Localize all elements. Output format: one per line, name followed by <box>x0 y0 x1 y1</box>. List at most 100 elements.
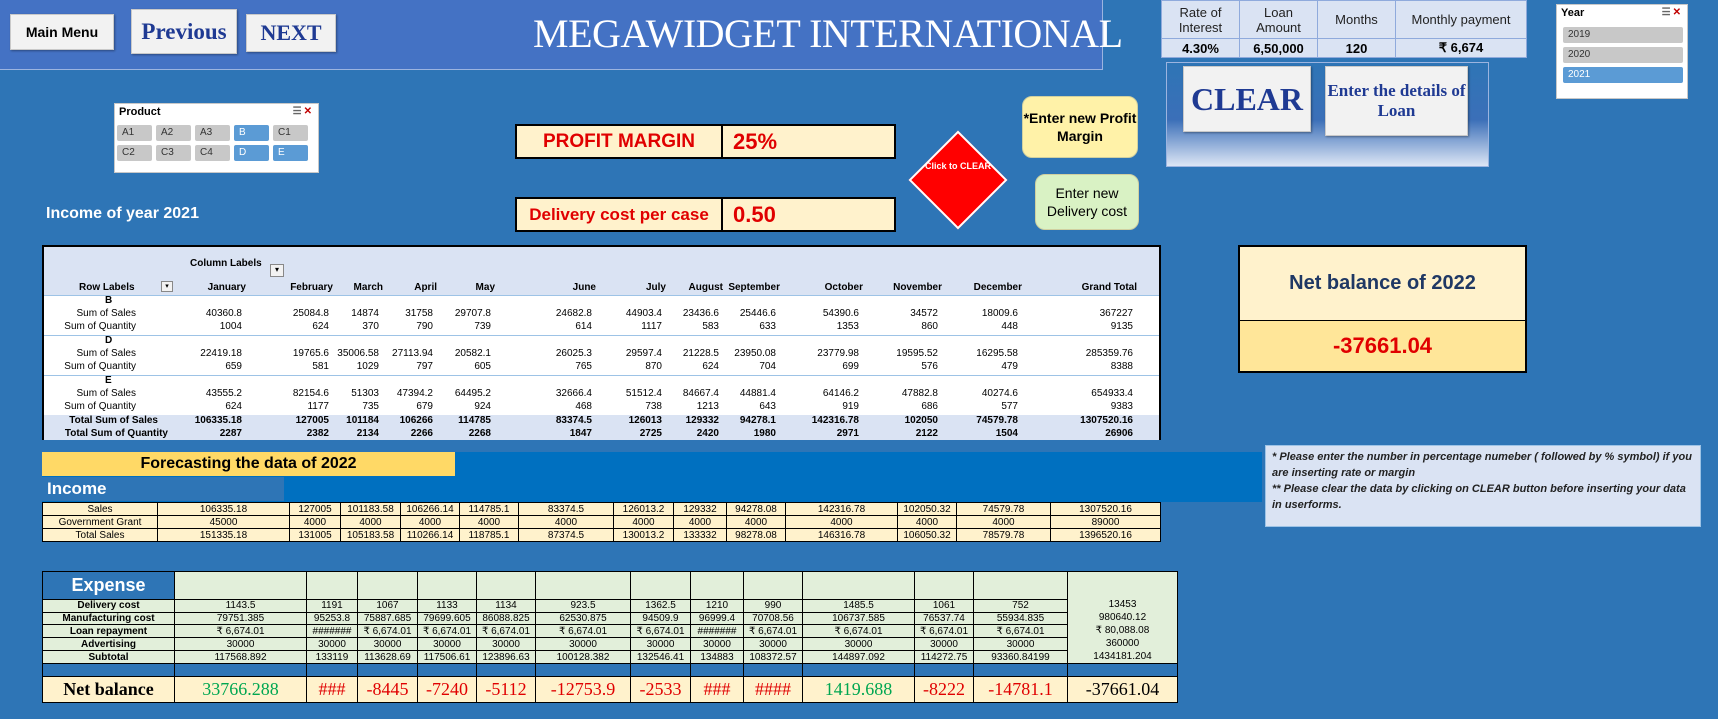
income-cell: 106266.14 <box>400 502 460 516</box>
row-label: Sum of Sales <box>76 348 136 359</box>
total-qty-cell: 2971 <box>836 428 859 439</box>
row-label: Sum of Sales <box>76 308 136 319</box>
product-chip-e[interactable]: E <box>273 145 308 161</box>
expense-cell: 30000 <box>690 637 744 652</box>
product-chip-a2[interactable]: A2 <box>156 125 191 141</box>
product-chip-c1[interactable]: C1 <box>273 125 308 141</box>
total-sales-cell: 74579.78 <box>976 415 1018 426</box>
income-cell: 106050.32 <box>897 528 957 542</box>
product-chip-d[interactable]: D <box>234 145 269 161</box>
income-cell: 45000 <box>157 515 290 529</box>
net-balance-cell: -5112 <box>476 676 536 703</box>
product-chip-c4[interactable]: C4 <box>195 145 230 161</box>
enter-profit-margin-button[interactable]: *Enter new Profit Margin <box>1022 96 1138 158</box>
total-sales-cell: 106335.18 <box>194 415 242 426</box>
qty-cell: 765 <box>575 361 592 372</box>
month-header: August <box>688 282 723 293</box>
expense-cell: 1067 <box>357 598 418 613</box>
sales-cell: 35006.58 <box>337 348 379 359</box>
sales-cell: 22419.18 <box>200 348 242 359</box>
expense-cell: 1061 <box>914 598 974 613</box>
expense-cell: 133119 <box>306 650 358 664</box>
income-cell: 118785.1 <box>459 528 519 542</box>
qty-cell: 581 <box>312 361 329 372</box>
enter-delivery-cost-button[interactable]: Enter new Delivery cost <box>1035 174 1139 230</box>
month-header: January <box>207 282 246 293</box>
year-chip-2020[interactable]: 2020 <box>1563 47 1683 63</box>
expense-cell: 132546.41 <box>630 650 691 664</box>
row-label: Sum of Quantity <box>64 361 136 372</box>
income-cell: 4000 <box>289 515 341 529</box>
income-table: Sales 106335.18 127005 101183.58 106266.14 11… <box>42 502 1161 542</box>
product-chip-a3[interactable]: A3 <box>195 125 230 141</box>
row-separator <box>44 295 1159 296</box>
click-to-clear-diamond[interactable] <box>908 130 1008 230</box>
total-sales-cell: 101184 <box>346 415 379 426</box>
profit-margin-value: 25% <box>723 124 896 159</box>
expense-cell: 923.5 <box>535 598 631 613</box>
column-filter-dropdown-icon[interactable]: ▾ <box>270 264 284 277</box>
net-balance-title: Net balance of 2022 <box>1240 247 1525 321</box>
spacer-row <box>42 663 1178 677</box>
year-chip-2019[interactable]: 2019 <box>1563 27 1683 43</box>
instruction-note: * Please enter the number in percentage … <box>1265 445 1701 527</box>
enter-loan-details-button[interactable]: Enter the details of Loan <box>1325 66 1468 136</box>
income-cell: 106335.18 <box>157 502 290 516</box>
sales-cell: 26025.3 <box>555 348 592 359</box>
income-cell: 110266.14 <box>400 528 460 542</box>
sales-cell: 34572 <box>910 308 938 319</box>
total-qty-cell: 2287 <box>219 428 242 439</box>
blank-cell <box>914 571 974 600</box>
sales-cell: 44903.4 <box>625 308 662 319</box>
sales-cell: 54390.6 <box>822 308 859 319</box>
next-button[interactable]: NEXT <box>246 14 336 52</box>
month-header: June <box>572 282 596 293</box>
row-separator <box>44 375 1159 376</box>
clear-filter-icon[interactable]: ✕ <box>303 106 314 117</box>
net-balance-cell: -2533 <box>630 676 691 703</box>
sales-cell: 19595.52 <box>896 348 938 359</box>
income-cell: 126013.2 <box>613 502 674 516</box>
income-cell: 129332 <box>673 502 727 516</box>
clear-filter-icon[interactable]: ✕ <box>1672 7 1683 18</box>
qty-cell: 624 <box>225 401 242 412</box>
clear-button[interactable]: CLEAR <box>1183 66 1311 132</box>
expense-cell: 79699.605 <box>417 611 477 626</box>
total-qty-cell: 2122 <box>915 428 938 439</box>
income-cell: 98278.08 <box>726 528 786 542</box>
expense-cell: 30000 <box>476 637 536 652</box>
month-header: September <box>728 282 780 293</box>
expense-cell: 1362.5 <box>630 598 691 613</box>
expense-cell: 30000 <box>973 637 1068 652</box>
expense-cell: ₹ 6,674.01 <box>174 624 307 639</box>
product-chip-a1[interactable]: A1 <box>117 125 152 141</box>
product-chip-c2[interactable]: C2 <box>117 145 152 161</box>
expense-cell: 1191 <box>306 598 358 613</box>
click-to-clear-label[interactable]: Click to CLEAR <box>924 161 991 171</box>
row-label: Sum of Quantity <box>64 321 136 332</box>
row-filter-icon[interactable]: ▾ <box>161 281 173 292</box>
blank-cell <box>690 571 744 600</box>
expense-cell: 1143.5 <box>174 598 307 613</box>
total-sales-cell: 83374.5 <box>555 415 592 426</box>
sales-cell: 285359.76 <box>1085 348 1133 359</box>
income-cell: 101183.58 <box>340 502 401 516</box>
net-balance-cell: -37661.04 <box>1067 676 1178 703</box>
main-menu-button[interactable]: Main Menu <box>10 14 114 50</box>
product-chip-b[interactable]: B <box>234 125 269 141</box>
income-cell: 146316.78 <box>785 528 898 542</box>
expense-row: Loan repayment ₹ 6,674.01 ####### ₹ 6,674.0… <box>42 624 1178 639</box>
multi-select-icon[interactable]: ☰ <box>292 106 304 117</box>
income-cell: 4000 <box>956 515 1051 529</box>
total-qty-cell: 1847 <box>569 428 592 439</box>
month-header: November <box>893 282 942 293</box>
pivot-table: Column Labels ▾ Row Labels ▾ January Febr… <box>42 245 1161 440</box>
total-qty-cell: 2134 <box>356 428 379 439</box>
qty-cell: 1117 <box>641 321 662 332</box>
year-chip-2021[interactable]: 2021 <box>1563 67 1683 83</box>
multi-select-icon[interactable]: ☰ <box>1661 7 1673 18</box>
product-chip-c3[interactable]: C3 <box>156 145 191 161</box>
year-slicer: Year ☰✕ 2019 2020 2021 <box>1556 4 1688 99</box>
group-label: E <box>105 375 112 386</box>
previous-button[interactable]: Previous <box>131 9 237 54</box>
